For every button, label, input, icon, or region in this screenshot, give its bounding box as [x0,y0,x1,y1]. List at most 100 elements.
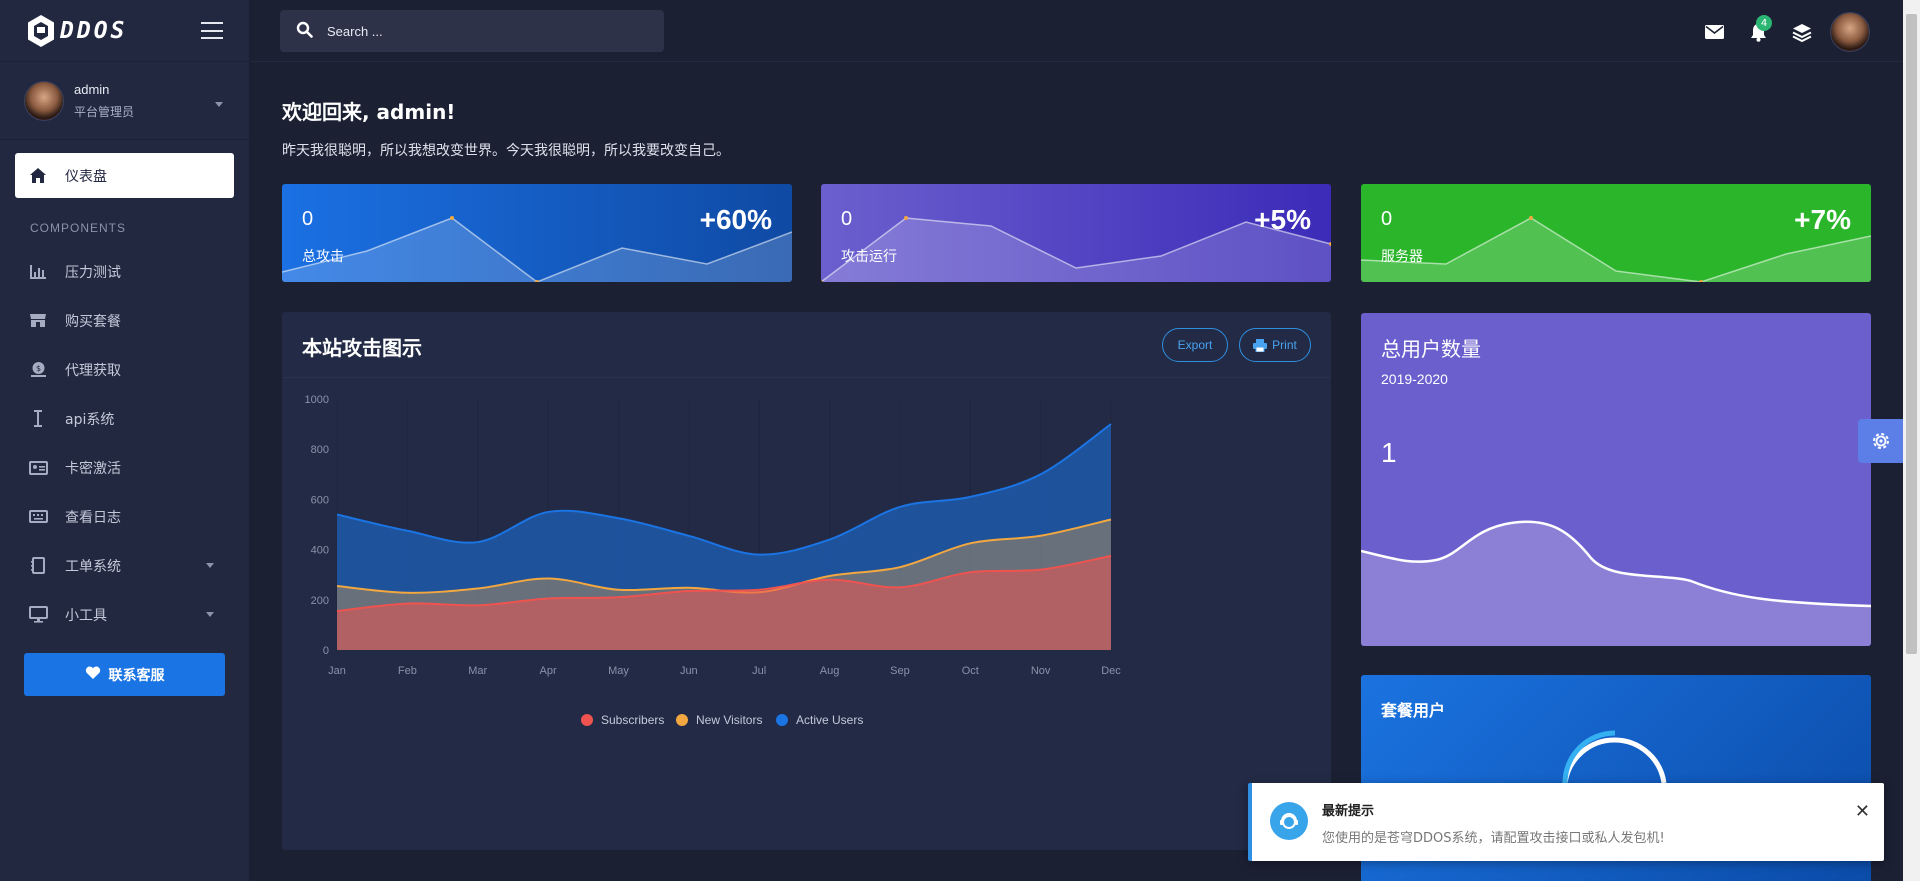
x-tick-label: Sep [890,665,910,677]
coin-icon: $ [28,360,48,380]
search-icon [296,21,313,42]
sidebar: DDOS admin 平台管理员 仪表盘 COMPONENTS 压力测试 购买套… [0,0,250,881]
close-icon[interactable]: ✕ [1854,801,1870,822]
layers-icon[interactable] [1780,13,1824,51]
stat-change: +5% [1254,204,1311,235]
sidebar-item-card-activate[interactable]: 卡密激活 [0,443,249,492]
menu-toggle-icon[interactable] [201,22,223,39]
search-box[interactable] [280,10,664,52]
notebook-icon [28,556,48,576]
avatar[interactable] [1830,12,1870,52]
sparkline-chart [821,184,1331,282]
id-card-icon [28,458,48,478]
bell-icon[interactable]: 4 [1736,13,1780,51]
sidebar-item-tools[interactable]: 小工具 [0,590,249,639]
card-header: 本站攻击图示 Export Print [282,312,1331,378]
series-area [337,555,1111,650]
legend-label: Subscribers [601,713,664,727]
stat-value: 0 [841,208,853,230]
user-role: 平台管理员 [74,105,135,119]
attack-chart-card: 本站攻击图示 Export Print 0 200 400 600 800 1000 Jan… [282,312,1331,850]
mail-icon[interactable] [1692,13,1736,51]
chart-title: 本站攻击图示 [302,336,422,360]
export-button[interactable]: Export [1162,328,1228,362]
sparkline-chart [282,184,792,282]
page-subtitle: 昨天我很聪明，所以我想改变世界。今天我很聪明，所以我要改变自己。 [282,143,730,159]
avatar [24,81,64,121]
print-button[interactable]: Print [1239,328,1311,362]
user-count: 1 [1381,437,1397,468]
users-wave-chart [1361,520,1871,646]
x-tick-label: Nov [1031,665,1051,677]
y-tick-label: 800 [311,444,329,456]
sidebar-item-label: 卡密激活 [65,460,121,477]
logo-icon [28,14,54,47]
printer-icon [1253,338,1268,352]
sidebar-item-stress-test[interactable]: 压力测试 [0,247,249,296]
sidebar-item-label: 工单系统 [65,558,121,575]
donut-chart [1562,730,1667,784]
store-icon [28,311,48,331]
stat-change: +7% [1794,204,1851,235]
stat-card-servers: 0 服务器 +7% [1361,184,1871,282]
sidebar-item-tickets[interactable]: 工单系统 [0,541,249,590]
cursor-icon [28,409,48,429]
keyboard-icon [28,507,48,527]
series-line [336,423,1112,556]
sidebar-item-api[interactable]: api系统 [0,394,249,443]
home-icon [28,166,48,186]
user-name: admin [74,82,110,97]
toast-message: 您使用的是苍穹DDOS系统，请配置攻击接口或私人发包机! [1322,831,1665,846]
topbar-actions: 4 [1692,12,1870,52]
sidebar-item-buy-package[interactable]: 购买套餐 [0,296,249,345]
notification-badge: 4 [1756,15,1772,31]
toast-title: 最新提示 [1322,804,1375,819]
topbar: 4 [250,0,1920,62]
y-tick-label: 200 [311,595,329,607]
y-tick-label: 0 [323,645,329,657]
x-tick-label: Jun [680,665,698,677]
bar-chart-icon [28,262,48,282]
sidebar-item-label: 购买套餐 [65,313,121,330]
sidebar-item-label: 代理获取 [65,362,121,379]
series-line [336,554,1112,613]
page-scrollbar[interactable] [1903,0,1920,881]
sidebar-item-label: 查看日志 [65,509,121,526]
sidebar-item-label: api系统 [65,411,115,428]
contact-support-button[interactable]: 联系客服 [24,653,225,696]
sidebar-item-proxy[interactable]: $ 代理获取 [0,345,249,394]
svg-text:$: $ [35,364,40,373]
stat-card-running-attacks: 0 攻击运行 +5% [821,184,1331,282]
x-tick-label: Mar [468,665,487,677]
legend-label: Active Users [796,713,863,727]
sidebar-item-logs[interactable]: 查看日志 [0,492,249,541]
y-tick-label: 600 [311,494,329,506]
x-tick-label: May [608,665,629,677]
sidebar-item-dashboard[interactable]: 仪表盘 [15,153,234,198]
legend-label: New Visitors [696,713,762,727]
x-tick-label: Apr [540,665,557,677]
scrollbar-thumb[interactable] [1906,14,1917,654]
notification-toast: 最新提示 您使用的是苍穹DDOS系统，请配置攻击接口或私人发包机! ✕ [1248,783,1884,861]
x-tick-label: Feb [398,665,417,677]
stat-label: 总攻击 [302,249,344,265]
settings-gear-icon[interactable] [1858,419,1903,463]
stat-value: 0 [1381,208,1393,230]
stat-label: 攻击运行 [841,249,897,265]
legend-swatch [676,714,688,726]
x-tick-label: Oct [962,665,979,677]
search-input[interactable] [327,23,627,39]
sparkline-chart [1361,184,1871,282]
sidebar-item-label: 压力测试 [65,264,121,281]
area-chart: 0 200 400 600 800 1000 Jan Feb Mar Apr May Jun Jul Au… [305,394,1122,727]
main-content: 欢迎回来, admin! 昨天我很聪明，所以我想改变世界。今天我很聪明，所以我要… [282,62,1872,881]
stat-card-total-attacks: 0 总攻击 +60% [282,184,792,282]
stat-label: 服务器 [1381,249,1423,265]
user-panel[interactable]: admin 平台管理员 [0,62,249,140]
page-title: 欢迎回来, admin! [282,100,456,124]
x-tick-label: Aug [820,665,840,677]
chevron-down-icon [206,563,214,568]
y-tick-label: 1000 [305,394,329,406]
chevron-down-icon[interactable] [215,102,223,107]
heart-icon [85,666,101,684]
